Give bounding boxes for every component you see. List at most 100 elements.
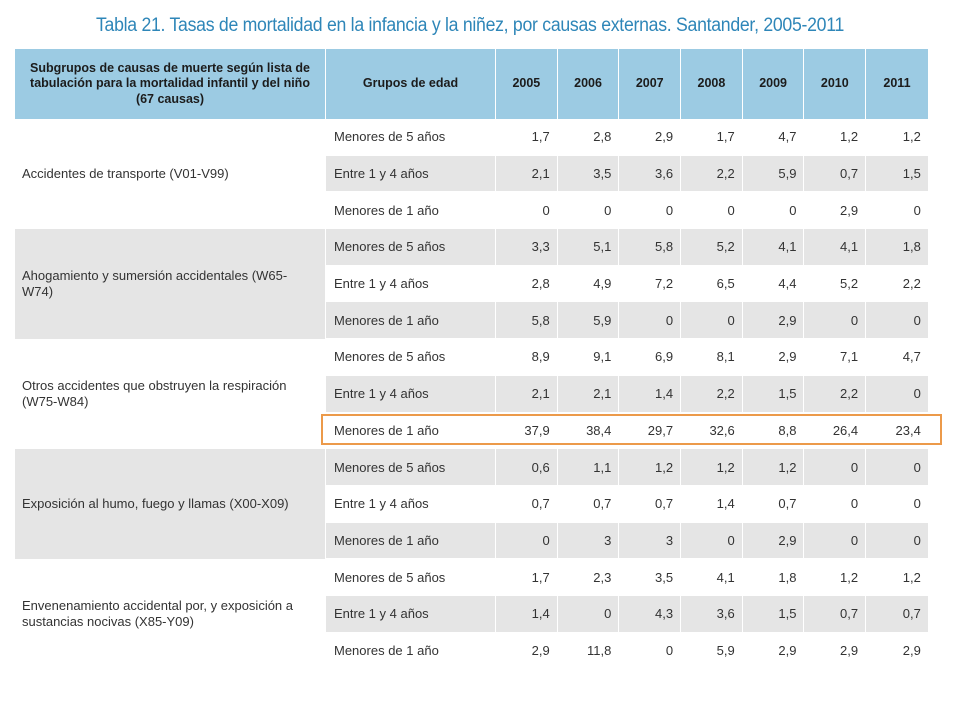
age-group-cell: Menores de 1 año [326,192,496,230]
age-group-cell: Entre 1 y 4 años [326,485,496,523]
rate-cell: 1,7 [681,119,743,156]
rate-cell: 4,1 [742,229,805,266]
rate-cell: 0 [681,302,743,340]
age-group-cell: Menores de 5 años [326,119,496,156]
table-row: Entre 1 y 4 años 1,4 0 4,3 3,6 1,5 0,7 0,7 [326,595,928,633]
cause-group: Ahogamiento y sumersión accidentales (W6… [15,229,928,340]
rate-cell: 1,7 [496,559,558,596]
rate-cell: 0,7 [619,485,682,523]
table-row: Menores de 5 años 3,3 5,1 5,8 5,2 4,1 4,1 1,8 [326,229,928,266]
rate-cell: 0 [681,522,743,560]
rate-cell: 2,2 [681,155,743,193]
rate-cell: 2,1 [496,375,558,413]
cause-group: Envenenamiento accidental por, y exposic… [15,559,928,670]
rate-cell: 26,4 [804,412,867,450]
rate-cell: 8,1 [681,339,743,376]
rate-cell: 1,1 [557,449,620,486]
rate-cell: 1,2 [866,119,928,156]
rate-cell: 6,5 [681,265,743,303]
rate-cell: 3,6 [681,595,743,633]
age-group-cell: Entre 1 y 4 años [326,265,496,303]
rate-cell: 0,7 [866,595,928,633]
header-year: 2005 [496,49,558,119]
rate-cell: 0,7 [742,485,805,523]
rate-cell: 0 [557,192,620,230]
age-group-cell: Entre 1 y 4 años [326,155,496,193]
rate-cell: 7,1 [804,339,867,376]
rate-cell: 1,4 [496,595,558,633]
rate-cell: 4,7 [866,339,928,376]
rate-cell: 7,2 [619,265,682,303]
header-year: 2009 [742,49,805,119]
rate-cell: 2,2 [681,375,743,413]
age-group-cell: Menores de 5 años [326,339,496,376]
rate-cell: 2,8 [496,265,558,303]
cause-group: Otros accidentes que obstruyen la respir… [15,339,928,450]
rate-cell: 1,5 [742,595,805,633]
rate-cell: 0 [804,449,867,486]
table-row: Menores de 1 año 2,9 11,8 0 5,9 2,9 2,9 2,9 [326,632,928,670]
rate-cell: 5,8 [619,229,682,266]
rate-cell: 4,7 [742,119,805,156]
rate-cell: 8,8 [742,412,805,450]
rate-cell: 1,5 [742,375,805,413]
rate-cell: 6,9 [619,339,682,376]
table-body: Accidentes de transporte (V01-V99) Menore… [15,119,928,670]
age-group-cell: Entre 1 y 4 años [326,595,496,633]
rate-cell: 0,7 [557,485,620,523]
rate-cell: 2,9 [742,522,805,560]
age-group-cell: Menores de 5 años [326,449,496,486]
header-year: 2007 [619,49,682,119]
rate-cell: 0 [619,302,682,340]
rate-cell: 8,9 [496,339,558,376]
age-group-cell: Entre 1 y 4 años [326,375,496,413]
rate-cell: 0 [804,522,867,560]
rate-cell: 1,2 [804,119,867,156]
cause-group: Accidentes de transporte (V01-V99) Menore… [15,119,928,230]
age-group-cell: Menores de 1 año [326,522,496,560]
rate-cell: 0,6 [496,449,558,486]
rate-cell: 0 [804,485,867,523]
rate-cell: 3 [619,522,682,560]
rate-cell: 5,9 [742,155,805,193]
table-row: Entre 1 y 4 años 2,1 2,1 1,4 2,2 1,5 2,2 0 [326,375,928,413]
rate-cell: 1,5 [866,155,928,193]
mortality-table: Subgrupos de causas de muerte según list… [15,49,928,670]
cause-label: Envenenamiento accidental por, y exposic… [15,559,326,670]
rate-cell: 4,9 [557,265,620,303]
rate-cell: 2,9 [866,632,928,670]
table-row: Menores de 5 años 8,9 9,1 6,9 8,1 2,9 7,1 4,7 [326,339,928,376]
rate-cell: 5,1 [557,229,620,266]
rate-cell: 37,9 [496,412,558,450]
age-group-cell: Menores de 5 años [326,559,496,596]
rate-cell: 0 [557,595,620,633]
header-age-group: Grupos de edad [326,49,496,119]
rate-cell: 1,7 [496,119,558,156]
rate-cell: 3,6 [619,155,682,193]
rate-cell: 1,2 [866,559,928,596]
rate-cell: 4,1 [681,559,743,596]
rate-cell: 0 [866,302,928,340]
age-group-cell: Menores de 5 años [326,229,496,266]
rate-cell: 2,8 [557,119,620,156]
header-year: 2008 [681,49,743,119]
rate-cell: 11,8 [557,632,620,670]
rate-cell: 4,3 [619,595,682,633]
rate-cell: 0 [619,632,682,670]
rate-cell: 2,9 [742,302,805,340]
table-header-row: Subgrupos de causas de muerte según list… [15,49,928,119]
rate-cell: 1,2 [619,449,682,486]
table-title: Tabla 21. Tasas de mortalidad en la infa… [95,15,845,36]
age-group-cell: Menores de 1 año [326,632,496,670]
table-row: Menores de 5 años 0,6 1,1 1,2 1,2 1,2 0 0 [326,449,928,486]
table-row: Menores de 5 años 1,7 2,8 2,9 1,7 4,7 1,2 1,2 [326,119,928,156]
rate-cell: 2,9 [496,632,558,670]
rate-cell: 38,4 [557,412,620,450]
rate-cell: 0 [742,192,805,230]
rate-cell: 1,2 [804,559,867,596]
rate-cell: 2,2 [866,265,928,303]
rate-cell: 1,4 [681,485,743,523]
rate-cell: 2,9 [742,632,805,670]
rate-cell: 0,7 [804,155,867,193]
rate-cell: 0 [866,449,928,486]
